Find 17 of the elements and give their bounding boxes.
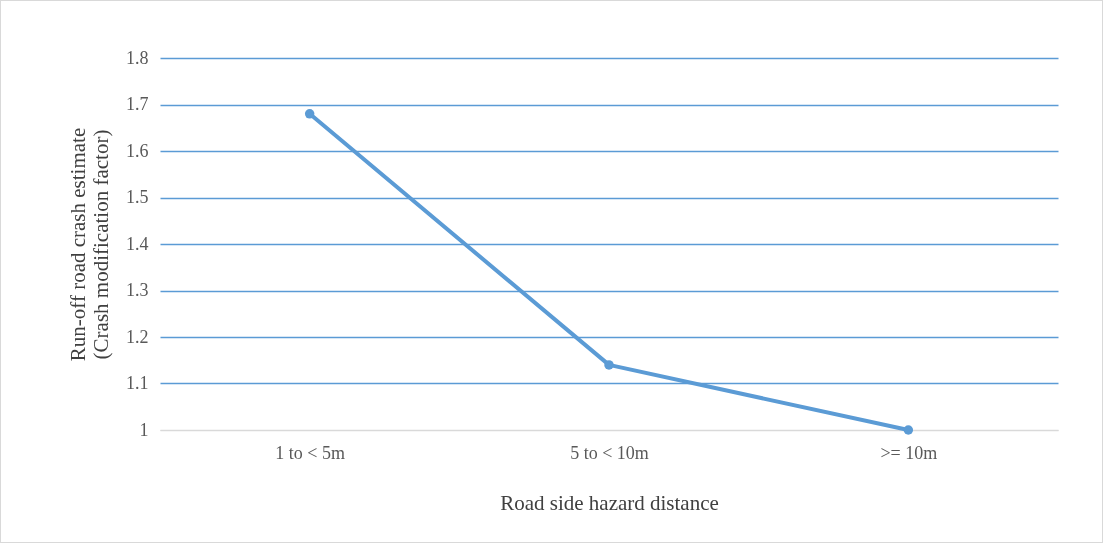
x-tick-label: 1 to < 5m <box>275 442 345 463</box>
point <box>903 425 914 435</box>
y-tick-label: 1.6 <box>126 140 149 161</box>
y-tick-label: 1.3 <box>126 280 149 300</box>
y-tick-label: 1 <box>139 419 149 440</box>
y-axis-title: Run-off road crash estimate (Crash modification factor) <box>66 127 113 362</box>
point <box>604 360 614 370</box>
y-tick-label: 1.7 <box>126 94 149 114</box>
x-axis-title: Road side hazard distance <box>500 490 719 515</box>
y-tick-label: 1.5 <box>126 187 149 207</box>
point <box>304 109 315 119</box>
y-tick-label: 1.8 <box>126 47 149 68</box>
y-tick-label: 1.2 <box>126 326 149 347</box>
y-tick-label: 1.4 <box>126 233 149 254</box>
x-tick-label: >= 10m <box>880 442 938 463</box>
x-tick-label: 5 to < 10m <box>570 442 649 463</box>
y-tick-label: 1.1 <box>126 373 149 393</box>
